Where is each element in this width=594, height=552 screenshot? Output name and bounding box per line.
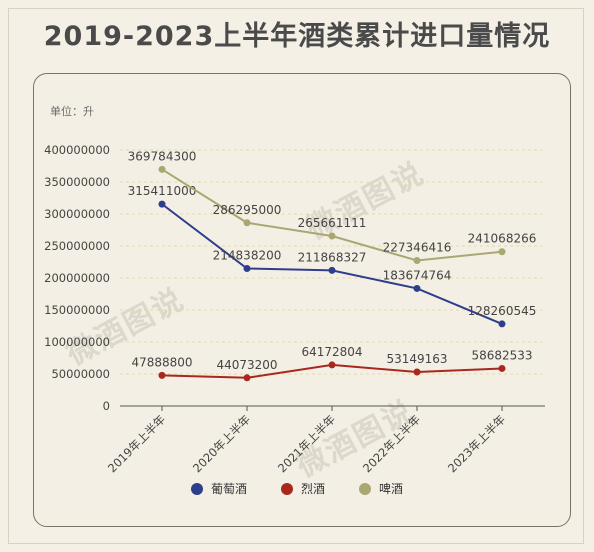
data-point-beer	[243, 219, 251, 227]
y-tick-label: 50000000	[51, 367, 110, 381]
x-tick-label: 2022年上半年	[360, 412, 423, 475]
data-label-beer: 227346416	[383, 240, 452, 254]
data-label-beer: 286295000	[213, 203, 282, 217]
legend-marker-wine	[190, 482, 203, 495]
data-point-beer	[413, 256, 421, 264]
data-label-beer: 241068266	[468, 232, 537, 246]
data-label-spirits: 64172804	[301, 345, 362, 359]
data-point-wine	[243, 265, 251, 273]
y-tick-label: 200000000	[44, 271, 110, 285]
data-label-wine: 315411000	[128, 184, 197, 198]
data-point-beer	[158, 165, 166, 173]
data-point-wine	[413, 284, 421, 292]
legend-label-wine: 葡萄酒	[210, 482, 247, 496]
data-label-beer: 369784300	[128, 149, 197, 163]
legend: 葡萄酒 烈酒 啤酒	[0, 480, 594, 497]
y-tick-label: 0	[103, 399, 110, 413]
chart-title: 2019-2023上半年酒类累计进口量情况	[43, 21, 551, 52]
data-point-spirits	[413, 368, 421, 376]
data-point-spirits	[498, 364, 506, 372]
data-point-spirits	[243, 374, 251, 382]
x-tick-label: 2020年上半年	[190, 412, 253, 475]
data-point-beer	[328, 232, 336, 240]
chart-card	[33, 73, 571, 527]
x-tick-label: 2023年上半年	[445, 412, 508, 475]
y-tick-label: 300000000	[44, 207, 110, 221]
legend-label-beer: 啤酒	[379, 482, 404, 496]
data-label-wine: 128260545	[468, 304, 537, 318]
legend-item-spirits: 烈酒	[280, 480, 325, 497]
x-tick-label: 2019年上半年	[105, 412, 168, 475]
data-point-wine	[498, 320, 506, 328]
data-point-wine	[158, 200, 166, 208]
legend-item-beer: 啤酒	[359, 480, 403, 497]
y-tick-label: 150000000	[44, 303, 110, 317]
data-label-spirits: 47888800	[131, 355, 192, 369]
legend-marker-spirits	[280, 482, 293, 495]
data-point-spirits	[158, 371, 166, 379]
data-point-spirits	[328, 361, 336, 369]
y-tick-label: 250000000	[44, 239, 110, 253]
legend-item-wine: 葡萄酒	[190, 480, 247, 497]
legend-label-spirits: 烈酒	[300, 482, 325, 496]
y-tick-label: 100000000	[44, 335, 110, 349]
data-label-wine: 183674764	[383, 268, 452, 282]
data-label-wine: 214838200	[213, 249, 282, 263]
data-label-wine: 211868327	[298, 250, 367, 264]
unit-label: 单位：升	[50, 105, 94, 118]
y-tick-label: 400000000	[44, 143, 110, 157]
data-point-wine	[328, 266, 336, 274]
data-point-beer	[498, 248, 506, 256]
data-label-spirits: 58682533	[471, 348, 532, 362]
data-label-spirits: 53149163	[386, 352, 447, 366]
x-tick-label: 2021年上半年	[275, 412, 338, 475]
y-tick-label: 350000000	[44, 175, 110, 189]
data-label-spirits: 44073200	[216, 358, 277, 372]
data-label-beer: 265661111	[298, 216, 367, 230]
legend-marker-beer	[359, 482, 371, 495]
